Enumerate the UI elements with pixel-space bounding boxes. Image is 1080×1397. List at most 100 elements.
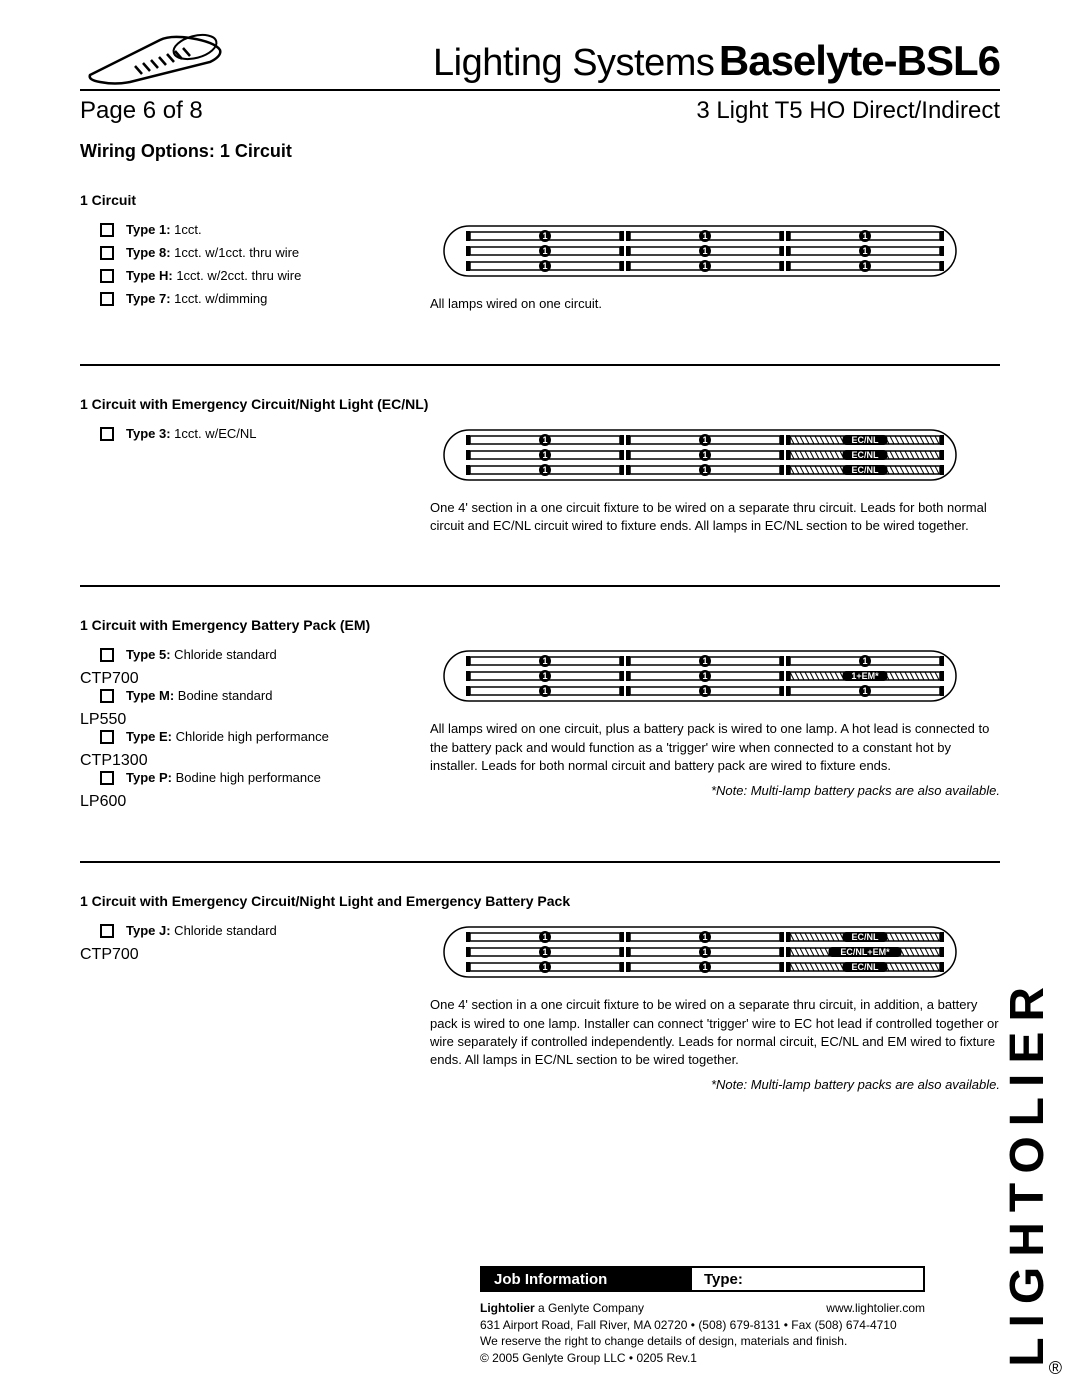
svg-text:1: 1 bbox=[542, 932, 547, 942]
svg-text:1: 1 bbox=[702, 656, 707, 666]
svg-text:1: 1 bbox=[862, 656, 867, 666]
option-label: Type 5: Chloride standard bbox=[126, 647, 277, 662]
svg-text:EC/NL: EC/NL bbox=[852, 962, 880, 972]
diagram-note: *Note: Multi-lamp battery packs are also… bbox=[400, 1077, 1000, 1092]
option-sublabel: LP550 bbox=[80, 711, 380, 729]
svg-text:1: 1 bbox=[542, 671, 547, 681]
checkbox-icon[interactable] bbox=[100, 730, 114, 744]
svg-text:1: 1 bbox=[542, 435, 547, 445]
website: www.lightolier.com bbox=[826, 1300, 925, 1317]
header-rule bbox=[80, 89, 1000, 91]
diagram-column: 1 1 1 1 1 bbox=[400, 647, 1000, 811]
brand-vertical: LIGHTOLIER bbox=[1000, 977, 1055, 1367]
svg-text:1: 1 bbox=[542, 465, 547, 475]
option-label: Type P: Bodine high performance bbox=[126, 770, 321, 785]
svg-text:1: 1 bbox=[862, 231, 867, 241]
wiring-block: 1 Circuit with Emergency Circuit/Night L… bbox=[80, 893, 1000, 1092]
svg-text:EC/NL: EC/NL bbox=[852, 435, 880, 445]
block-title: 1 Circuit with Emergency Battery Pack (E… bbox=[80, 617, 1000, 633]
checkbox-icon[interactable] bbox=[100, 689, 114, 703]
wiring-block: 1 Circuit Type 1: 1cct. Type 8: 1cct. w/… bbox=[80, 192, 1000, 366]
svg-text:1: 1 bbox=[862, 246, 867, 256]
section-divider bbox=[80, 364, 1000, 366]
block-title: 1 Circuit with Emergency Circuit/Night L… bbox=[80, 893, 1000, 909]
option-sublabel: LP600 bbox=[80, 793, 380, 811]
job-information-label: Job Information bbox=[482, 1268, 692, 1290]
wiring-option: Type J: Chloride standard bbox=[80, 923, 380, 938]
diagram-column: 1 1 EC/NL 1 1 bbox=[400, 426, 1000, 535]
svg-text:1: 1 bbox=[702, 671, 707, 681]
page-label: Page 6 of 8 bbox=[80, 97, 203, 125]
registered-mark: ® bbox=[1049, 1358, 1062, 1379]
block-title: 1 Circuit with Emergency Circuit/Night L… bbox=[80, 396, 1000, 412]
svg-text:1: 1 bbox=[542, 261, 547, 271]
subheader: Page 6 of 8 3 Light T5 HO Direct/Indirec… bbox=[80, 97, 1000, 125]
diagram-caption: All lamps wired on one circuit. bbox=[400, 295, 1000, 313]
checkbox-icon[interactable] bbox=[100, 246, 114, 260]
option-label: Type M: Bodine standard bbox=[126, 688, 272, 703]
svg-text:1: 1 bbox=[702, 686, 707, 696]
option-sublabel: CTP700 bbox=[80, 670, 380, 688]
wiring-option: Type H: 1cct. w/2cct. thru wire bbox=[80, 268, 380, 283]
series-prefix: Lighting Systems bbox=[433, 42, 714, 84]
svg-text:1: 1 bbox=[542, 962, 547, 972]
svg-text:1: 1 bbox=[702, 261, 707, 271]
diagram-note: *Note: Multi-lamp battery packs are also… bbox=[400, 783, 1000, 798]
svg-text:1: 1 bbox=[702, 450, 707, 460]
wiring-option: Type 5: Chloride standard bbox=[80, 647, 380, 662]
option-label: Type E: Chloride high performance bbox=[126, 729, 329, 744]
wiring-diagram: 1 1 1 1 1 bbox=[400, 647, 1000, 705]
checkbox-icon[interactable] bbox=[100, 269, 114, 283]
checkbox-icon[interactable] bbox=[100, 771, 114, 785]
company-suffix: a Genlyte Company bbox=[535, 1301, 644, 1315]
option-label: Type H: 1cct. w/2cct. thru wire bbox=[126, 268, 301, 283]
diagram-caption: One 4' section in a one circuit fixture … bbox=[400, 499, 1000, 535]
diagram-caption: All lamps wired on one circuit, plus a b… bbox=[400, 720, 1000, 775]
svg-text:1: 1 bbox=[702, 932, 707, 942]
option-label: Type 7: 1cct. w/dimming bbox=[126, 291, 267, 306]
checkbox-icon[interactable] bbox=[100, 648, 114, 662]
section-divider bbox=[80, 861, 1000, 863]
fixture-icon bbox=[80, 30, 230, 85]
diagram-column: 1 1 1 1 1 bbox=[400, 222, 1000, 314]
footer: Job Information Type: Lightolier a Genly… bbox=[480, 1266, 925, 1367]
svg-text:1: 1 bbox=[702, 962, 707, 972]
svg-text:EC/NL+EM*: EC/NL+EM* bbox=[840, 947, 890, 957]
options-list: Type 5: Chloride standard CTP700 Type M:… bbox=[80, 647, 380, 811]
section-divider bbox=[80, 585, 1000, 587]
svg-text:EC/NL: EC/NL bbox=[852, 932, 880, 942]
wiring-option: Type P: Bodine high performance bbox=[80, 770, 380, 785]
block-title: 1 Circuit bbox=[80, 192, 1000, 208]
company-name: Lightolier bbox=[480, 1301, 535, 1315]
wiring-option: Type 3: 1cct. w/EC/NL bbox=[80, 426, 380, 441]
svg-text:1: 1 bbox=[542, 450, 547, 460]
svg-text:1: 1 bbox=[542, 231, 547, 241]
section-title: Wiring Options: 1 Circuit bbox=[80, 141, 1000, 162]
option-sublabel: CTP1300 bbox=[80, 752, 380, 770]
svg-text:1: 1 bbox=[542, 947, 547, 957]
wiring-option: Type 8: 1cct. w/1cct. thru wire bbox=[80, 245, 380, 260]
diagram-caption: One 4' section in a one circuit fixture … bbox=[400, 996, 1000, 1069]
svg-text:1: 1 bbox=[542, 246, 547, 256]
wiring-block: 1 Circuit with Emergency Battery Pack (E… bbox=[80, 617, 1000, 863]
option-sublabel: CTP700 bbox=[80, 946, 380, 964]
type-label: Type: bbox=[692, 1268, 755, 1290]
svg-text:1: 1 bbox=[542, 686, 547, 696]
job-bar: Job Information Type: bbox=[480, 1266, 925, 1292]
wiring-block: 1 Circuit with Emergency Circuit/Night L… bbox=[80, 396, 1000, 587]
svg-text:EC/NL: EC/NL bbox=[852, 450, 880, 460]
checkbox-icon[interactable] bbox=[100, 924, 114, 938]
svg-text:1: 1 bbox=[702, 231, 707, 241]
copyright: © 2005 Genlyte Group LLC • 0205 Rev.1 bbox=[480, 1350, 925, 1367]
checkbox-icon[interactable] bbox=[100, 223, 114, 237]
wiring-option: Type 7: 1cct. w/dimming bbox=[80, 291, 380, 306]
checkbox-icon[interactable] bbox=[100, 427, 114, 441]
svg-text:1: 1 bbox=[702, 246, 707, 256]
svg-text:EC/NL: EC/NL bbox=[852, 465, 880, 475]
svg-text:1: 1 bbox=[702, 435, 707, 445]
option-label: Type J: Chloride standard bbox=[126, 923, 277, 938]
series-name: Baselyte-BSL6 bbox=[719, 37, 1000, 84]
options-list: Type 3: 1cct. w/EC/NL bbox=[80, 426, 380, 535]
checkbox-icon[interactable] bbox=[100, 292, 114, 306]
option-label: Type 3: 1cct. w/EC/NL bbox=[126, 426, 257, 441]
